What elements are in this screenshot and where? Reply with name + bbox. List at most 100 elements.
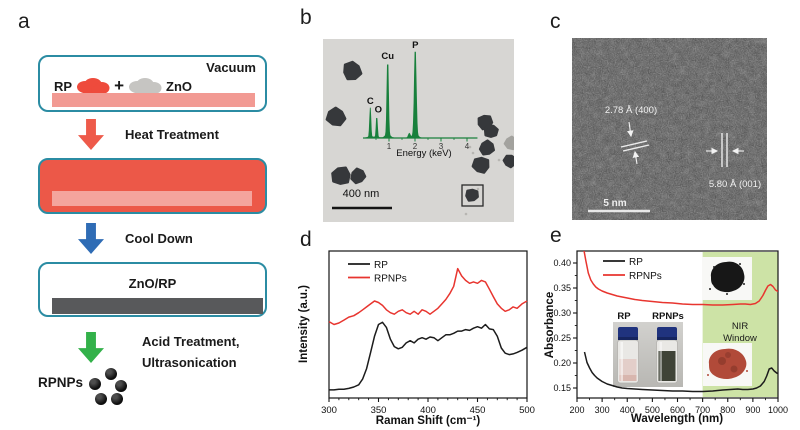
powder-speck — [707, 374, 709, 376]
y-tick-label: 0.20 — [553, 358, 571, 368]
x-tick-label: 500 — [519, 405, 535, 416]
x-tick-label: 500 — [645, 405, 660, 415]
abs-x-axis-title: Wavelength (nm) — [631, 413, 723, 425]
eds-tick-label: 1 — [387, 142, 392, 151]
red-powder-inset — [703, 343, 752, 386]
vacuum-chamber-box: Vacuum RP + ZnO — [38, 55, 267, 112]
debris-speck — [497, 158, 501, 162]
nanoparticle — [343, 60, 363, 81]
panel-e-absorbance: e RP RPNPs — [540, 224, 800, 430]
precursor-row: RP + ZnO — [54, 77, 192, 95]
black-powder-inset — [702, 257, 752, 300]
tem-image: 1 2 3 4 C O Cu P 400 nm Energy (keV) — [323, 39, 514, 222]
raman-curve-rp — [329, 321, 528, 391]
vial-photo-inset: RP RPNPs — [613, 311, 684, 387]
debris-speck — [464, 212, 468, 216]
vial-label-rp: RP — [617, 311, 631, 322]
absorbance-chart: RP RPNPs — [544, 250, 788, 425]
vacuum-label: Vacuum — [206, 60, 256, 75]
powder-speck — [739, 263, 741, 265]
panel-label-d: d — [300, 228, 312, 251]
nanoparticle — [478, 139, 496, 156]
black-powder — [710, 261, 745, 293]
eds-tick-label: 2 — [413, 142, 418, 151]
nanoparticle-dot — [89, 378, 101, 390]
rpnps-label: RPNPs — [38, 375, 84, 390]
raman-chart: 300 350 400 450 500 RP RPNPs Raman Shift (cm… — [298, 250, 535, 427]
vial-right-cap — [657, 327, 677, 340]
legend-label-rp: RP — [374, 260, 388, 271]
powder-speck — [713, 266, 715, 268]
red-powder-shading — [730, 365, 738, 373]
powder-speck — [746, 370, 748, 372]
absorbance-curve-rp — [583, 351, 778, 393]
nanoparticle-dot — [115, 380, 127, 392]
nir-window-label-line2: Window — [723, 333, 757, 344]
nanoparticle — [503, 135, 514, 151]
up-arrow-icon — [632, 150, 640, 165]
hrtem-overlay: 2.78 Å (400) 5.80 Å (001) 5 nm — [572, 38, 767, 220]
x-tick-label: 350 — [371, 405, 387, 416]
y-tick-label: 0.30 — [553, 308, 571, 318]
y-tick-label: 0.35 — [553, 283, 571, 293]
y-tick-label: 0.25 — [553, 333, 571, 343]
raman-x-axis-title: Raman Shift (cm⁻¹) — [376, 415, 481, 427]
down-arrow-blue-icon — [78, 223, 104, 254]
x-tick-label: 700 — [695, 405, 710, 415]
powder-speck — [709, 288, 711, 290]
raman-y-axis-title: Intensity (a.u.) — [298, 285, 310, 363]
x-tick-label: 450 — [470, 405, 486, 416]
eds-peak-label: P — [412, 40, 419, 51]
nanoparticle — [471, 156, 490, 174]
x-tick-label: 900 — [745, 405, 760, 415]
lattice-fringe-line — [622, 144, 650, 152]
rp-label: RP — [54, 78, 73, 94]
cool-down-label: Cool Down — [125, 231, 193, 246]
substrate-bar — [52, 93, 255, 107]
vial-left-cap — [618, 327, 638, 340]
eds-tick-label: 4 — [465, 142, 470, 151]
zno-label: ZnO — [166, 78, 192, 94]
x-tick-label: 600 — [670, 405, 685, 415]
zno-powder-blob-icon — [129, 78, 162, 95]
down-arrow-green-icon — [78, 332, 104, 363]
plot-frame — [328, 250, 528, 399]
panel-label-e: e — [550, 224, 562, 247]
powder-speck — [743, 283, 745, 285]
debris-speck — [471, 151, 475, 155]
nanoparticle — [502, 154, 514, 169]
red-powder-shading — [718, 357, 726, 365]
vial-left-liquid-bottom — [619, 375, 637, 381]
nanoparticle — [331, 166, 351, 185]
tem-overlay: 1 2 3 4 CO Cu P 400 nm Energy (keV) — [325, 40, 514, 216]
eds-peak-label: Cu — [381, 51, 394, 62]
melt-substrate-bar — [52, 191, 252, 206]
rp-powder-blob-icon — [77, 78, 110, 95]
x-tick-label: 800 — [720, 405, 735, 415]
red-powder — [708, 348, 747, 380]
nanoparticle — [465, 188, 479, 202]
nanoparticle-dot — [95, 393, 107, 405]
legend-label-rpnps: RPNPs — [374, 274, 407, 285]
scale-bar-label: 5 nm — [603, 198, 626, 209]
panel-label-b: b — [300, 6, 312, 29]
vial-right-cap-band — [657, 337, 677, 340]
acid-treatment-label: Acid Treatment, — [142, 334, 240, 349]
down-arrow-red-icon — [78, 119, 104, 150]
panel-a-synthesis-schematic: a Vacuum RP + ZnO Heat Treatment Cool Do… — [0, 0, 290, 430]
heat-treatment-label: Heat Treatment — [125, 127, 219, 142]
x-tick-label: 300 — [321, 405, 337, 416]
plus-sign: + — [114, 76, 124, 95]
nanoparticle-dot — [105, 368, 117, 380]
y-tick-label: 0.15 — [553, 383, 571, 393]
raman-curve-rpnps — [328, 267, 528, 326]
debris-speck — [468, 145, 472, 149]
nanoparticle — [325, 106, 347, 127]
eds-peak-label: C — [367, 96, 374, 107]
legend-label-rpnps: RPNPs — [629, 271, 662, 282]
vial-right-highlight — [659, 342, 662, 381]
nanoparticle — [483, 123, 499, 138]
red-powder-shading — [725, 352, 731, 358]
nir-window-label-line1: NIR — [732, 321, 749, 332]
